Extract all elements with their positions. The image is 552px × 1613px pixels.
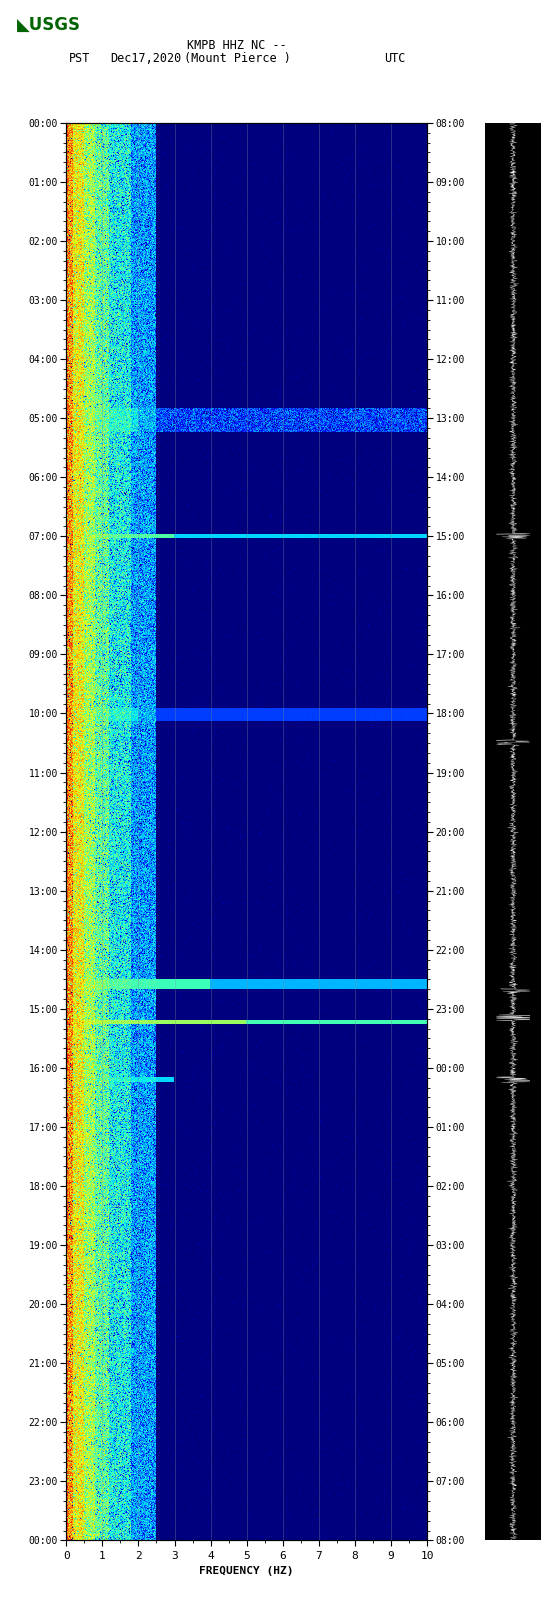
X-axis label: FREQUENCY (HZ): FREQUENCY (HZ) [199, 1566, 294, 1576]
Text: KMPB HHZ NC --: KMPB HHZ NC -- [188, 39, 287, 53]
Text: ◣USGS: ◣USGS [17, 16, 81, 34]
Text: (Mount Pierce ): (Mount Pierce ) [184, 52, 291, 66]
Text: PST: PST [69, 52, 91, 66]
Text: Dec17,2020: Dec17,2020 [110, 52, 182, 66]
Text: UTC: UTC [384, 52, 405, 66]
